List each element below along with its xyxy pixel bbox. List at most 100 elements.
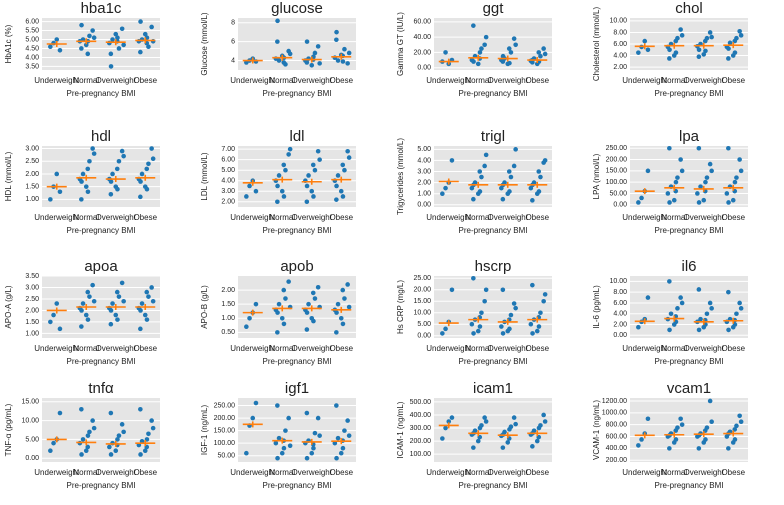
- data-point: [79, 179, 84, 184]
- x-axis-label: Pre-pregnancy BMI: [655, 226, 724, 235]
- data-point: [335, 173, 341, 178]
- panel: hba1c HbA1c (%) Pre-pregnancy BMI 3.50 4.00 4…: [4, 0, 160, 98]
- mean-marker: [242, 309, 263, 316]
- data-point: [639, 437, 644, 442]
- y-tick-label: 15.00: [21, 399, 39, 406]
- data-point: [703, 48, 708, 54]
- data-point: [48, 448, 53, 454]
- x-tick-label: Overweight: [684, 76, 725, 85]
- y-tick-label: 200.00: [410, 438, 432, 445]
- y-tick-label: 20.00: [413, 287, 431, 294]
- data-point: [138, 194, 143, 200]
- mean-marker: [301, 178, 322, 185]
- data-point: [83, 448, 89, 454]
- data-point: [312, 50, 318, 56]
- data-point: [673, 50, 679, 55]
- y-tick-label: 3.50: [25, 273, 39, 280]
- data-point: [275, 18, 280, 24]
- y-tick-label: 5.00: [25, 436, 39, 443]
- data-point: [511, 36, 517, 41]
- x-tick-label: Underweight: [34, 344, 80, 353]
- data-point: [734, 175, 739, 180]
- data-point: [449, 415, 455, 420]
- x-tick-label: Overweight: [96, 213, 137, 222]
- data-point: [275, 310, 280, 315]
- y-tick-label: 1.00: [25, 330, 39, 337]
- mean-marker: [331, 438, 352, 445]
- data-point: [309, 188, 315, 194]
- y-tick-label: 60.00: [413, 19, 431, 26]
- data-point: [116, 46, 122, 51]
- x-axis-label: Pre-pregnancy BMI: [459, 357, 528, 366]
- data-point: [310, 290, 316, 296]
- data-point: [334, 403, 339, 408]
- data-point: [542, 292, 548, 297]
- data-point: [87, 294, 92, 299]
- data-point: [79, 197, 84, 202]
- data-point: [306, 301, 311, 307]
- data-point: [673, 179, 679, 185]
- data-point: [83, 312, 89, 318]
- data-point: [334, 37, 339, 43]
- data-point: [48, 197, 53, 202]
- panel-title: apob: [280, 258, 313, 275]
- data-point: [727, 40, 733, 46]
- data-point: [334, 197, 339, 202]
- data-point: [286, 152, 291, 157]
- x-axis-label: Pre-pregnancy BMI: [655, 481, 724, 490]
- mean-marker: [301, 56, 322, 63]
- data-point: [275, 199, 280, 205]
- mean-marker: [468, 430, 489, 437]
- data-point: [334, 310, 339, 315]
- data-point: [443, 326, 448, 332]
- y-tick-label: 25.00: [413, 275, 431, 282]
- panel-title: il6: [681, 258, 696, 275]
- data-point: [334, 455, 339, 461]
- y-axis-label: LDL (mmol/L): [200, 152, 209, 200]
- data-point: [119, 26, 125, 32]
- data-point: [475, 61, 481, 67]
- data-point: [85, 289, 91, 295]
- data-point: [671, 197, 677, 203]
- panel: icam1 ICAM-1 (ng/mL) Pre-pregnancy BMI 100.…: [396, 380, 552, 490]
- y-tick-label: 200.00: [606, 156, 628, 163]
- data-point: [287, 146, 293, 152]
- data-point: [346, 50, 352, 56]
- y-axis-label: IL-6 (pg/mL): [592, 285, 601, 329]
- panel: hdl HDL (mmol/L) Pre-pregnancy BMI 1.00 1.50…: [4, 128, 160, 235]
- x-axis-label: Pre-pregnancy BMI: [263, 89, 332, 98]
- data-point: [115, 437, 120, 442]
- data-point: [113, 448, 119, 454]
- y-tick-label: 4.00: [221, 178, 235, 185]
- panel-title: igf1: [285, 380, 309, 397]
- y-tick-label: 8: [231, 20, 235, 27]
- data-point: [276, 173, 282, 178]
- data-point: [477, 324, 483, 329]
- x-tick-label: Underweight: [622, 344, 668, 353]
- mean-marker: [723, 430, 744, 437]
- data-point: [440, 191, 445, 196]
- data-point: [346, 304, 352, 310]
- data-point: [57, 410, 63, 416]
- y-tick-label: 400.00: [410, 412, 432, 419]
- y-tick-label: 6.00: [25, 18, 39, 25]
- data-point: [281, 162, 287, 168]
- data-point: [286, 415, 291, 421]
- data-point: [507, 326, 512, 332]
- data-point: [482, 163, 487, 169]
- panel: ggt Gamma GT (IU/L) Pre-pregnancy BMI 0.00 2…: [396, 0, 552, 98]
- data-point: [500, 331, 506, 336]
- x-tick-label: Obese: [329, 76, 353, 85]
- mean-marker: [105, 176, 126, 183]
- data-point: [511, 163, 517, 169]
- data-point: [87, 158, 92, 164]
- data-point: [541, 412, 546, 418]
- data-point: [511, 301, 517, 306]
- data-point: [317, 61, 322, 66]
- data-point: [477, 169, 483, 174]
- data-point: [79, 452, 84, 457]
- data-point: [121, 298, 126, 304]
- y-tick-label: 4.00: [417, 157, 431, 164]
- data-point: [475, 328, 481, 334]
- data-point: [54, 301, 60, 306]
